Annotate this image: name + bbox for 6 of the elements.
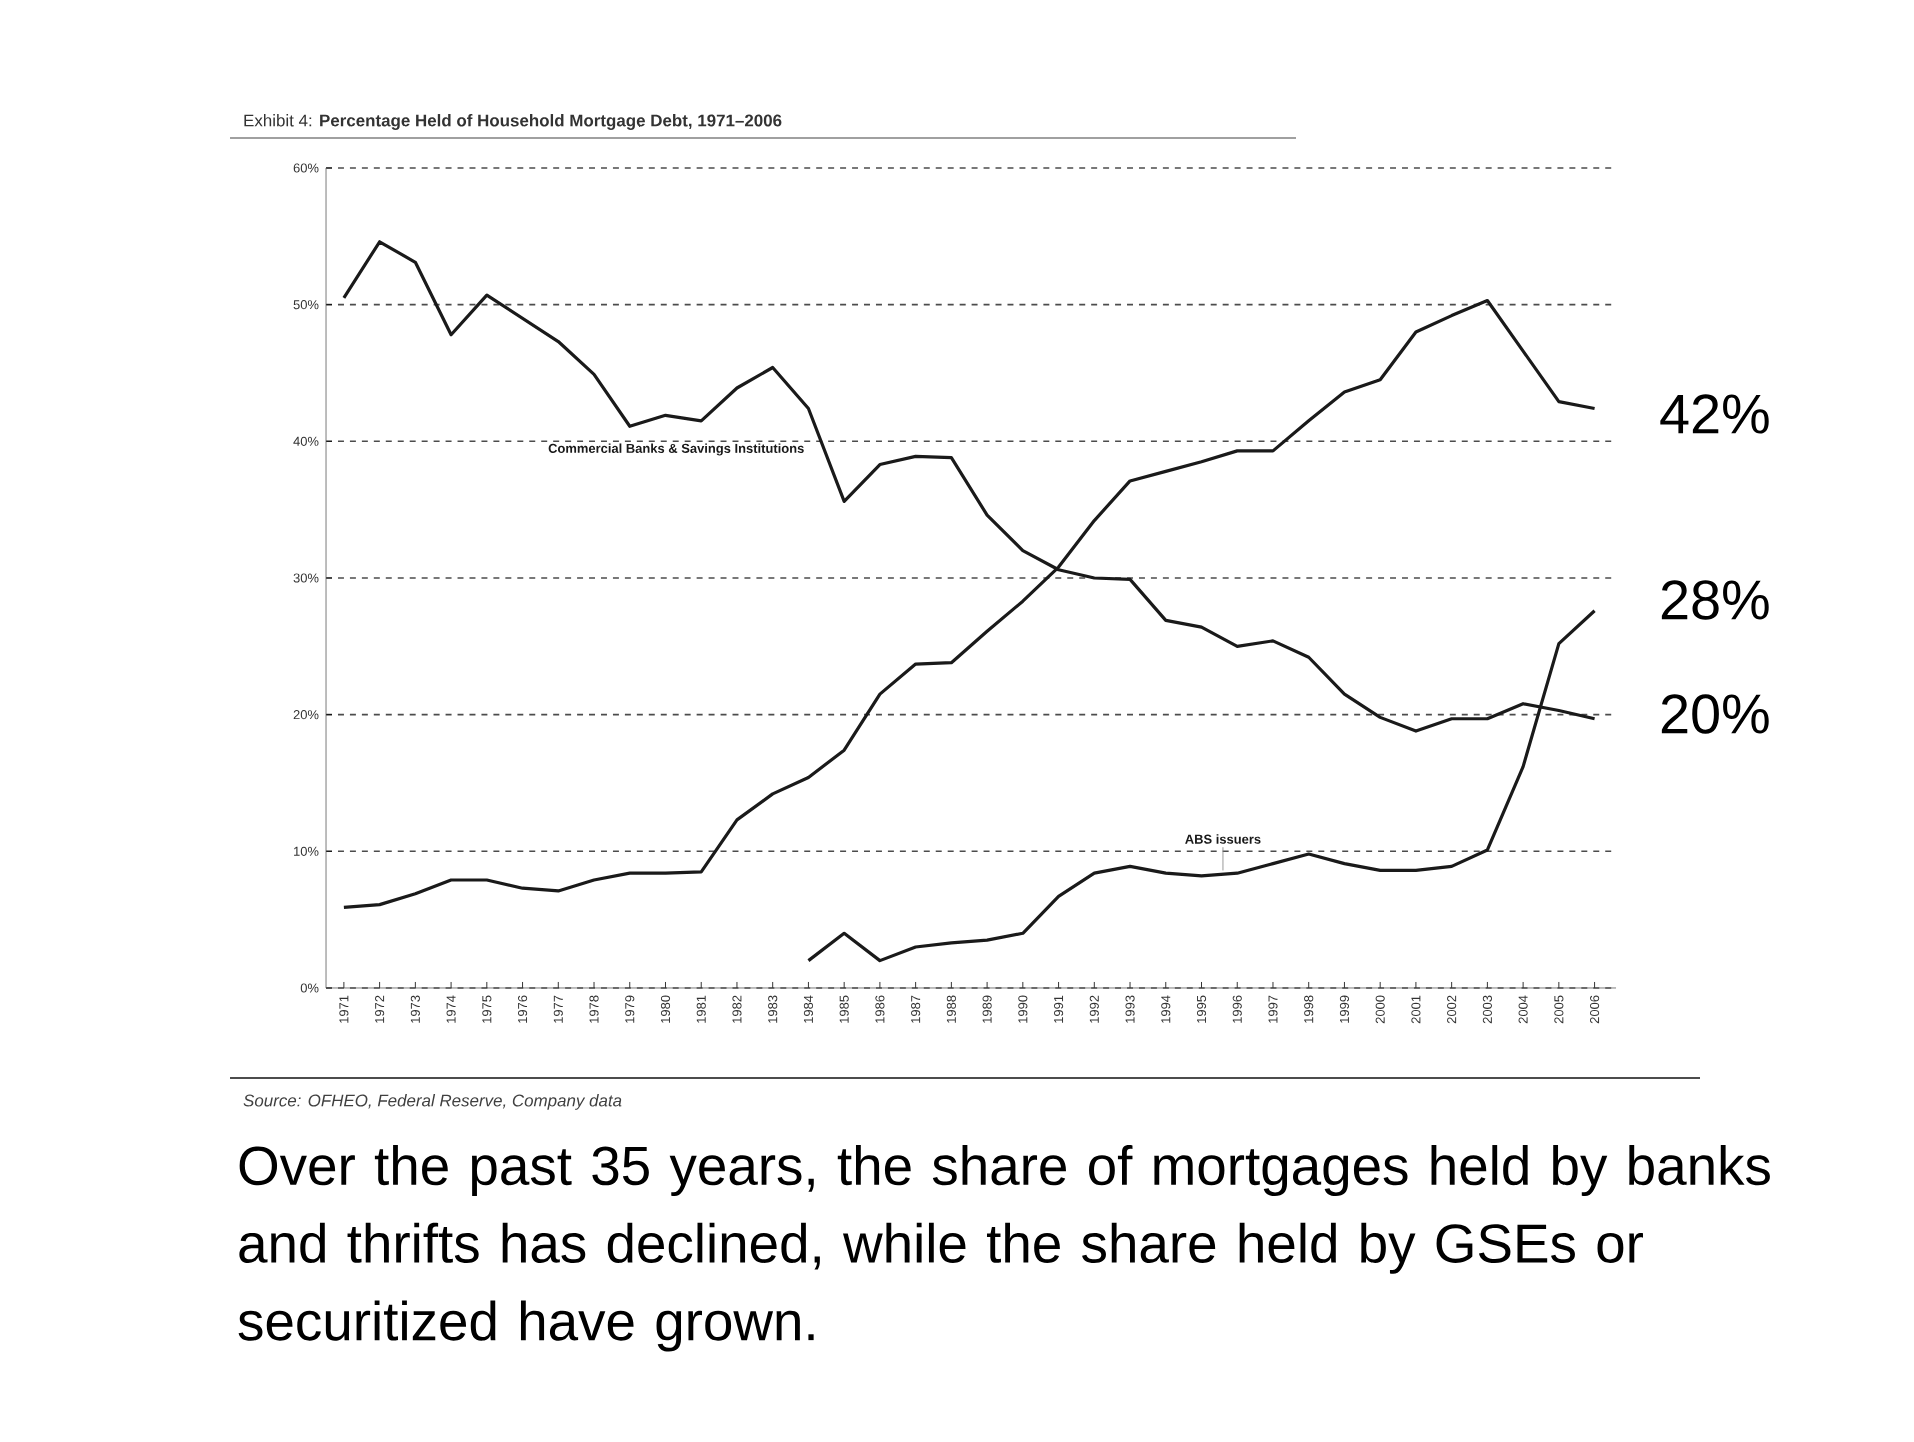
chart-title: Exhibit 4: Percentage Held of Household Mortgage Debt, 1971–2006 [244,114,782,130]
source-note: Source: OFHEO, Federal Reserve, Company data [243,1094,622,1110]
text: 28% [1661,580,1769,620]
text: 42% [1660,394,1769,434]
text: 20% [1661,694,1769,734]
text: Over the past 35 years, the share of mortgages held by banks and thrifts has declined, while the share held by GSEs or securitized have grown. [238,1145,1770,1352]
